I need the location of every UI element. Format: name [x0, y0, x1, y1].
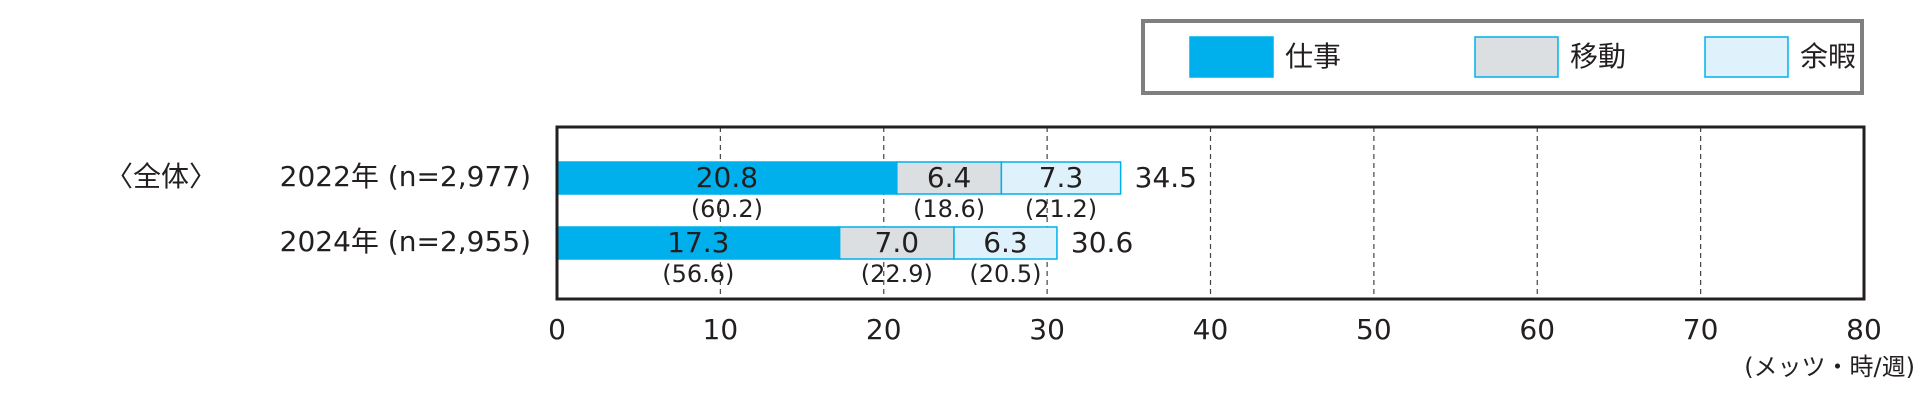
share-label: (18.6) [913, 195, 985, 223]
legend-label: 仕事 [1285, 40, 1341, 73]
x-tick-label: 10 [703, 313, 739, 346]
share-label: (56.6) [662, 260, 734, 288]
y-tick-label: 2022年 (n=2,977) [280, 160, 531, 193]
y-tick-label: 2024年 (n=2,955) [280, 225, 531, 258]
share-label: (20.5) [969, 260, 1041, 288]
plot-frame [555, 125, 1866, 301]
x-tick-label: 50 [1356, 313, 1392, 346]
x-tick-label: 20 [866, 313, 902, 346]
total-label: 34.5 [1135, 161, 1197, 194]
value-label: 20.8 [696, 161, 758, 194]
value-label: 6.4 [927, 161, 972, 194]
total-label: 30.6 [1071, 226, 1133, 259]
bar-segment [953, 226, 1058, 260]
legend-swatch [1704, 36, 1789, 78]
share-label: (60.2) [691, 195, 763, 223]
x-tick-label: 80 [1846, 313, 1882, 346]
legend-label: 移動 [1570, 40, 1626, 73]
group-label: 〈全体〉 [105, 160, 217, 193]
share-label: (22.9) [861, 260, 933, 288]
x-tick-label: 30 [1029, 313, 1065, 346]
legend-swatch [1474, 36, 1559, 78]
bar-segment [1000, 161, 1122, 195]
value-label: 6.3 [983, 226, 1028, 259]
legend-label: 余暇 [1800, 40, 1856, 73]
legend-swatch [1189, 36, 1274, 78]
x-axis-label: (メッツ・時/週) [1744, 353, 1915, 381]
x-tick-label: 70 [1683, 313, 1719, 346]
bar-segment [838, 226, 955, 260]
value-label: 7.0 [875, 226, 920, 259]
x-tick-label: 40 [1193, 313, 1229, 346]
x-tick-label: 60 [1519, 313, 1555, 346]
x-tick-label: 0 [548, 313, 566, 346]
share-label: (21.2) [1025, 195, 1097, 223]
bar-segment [556, 226, 841, 260]
value-label: 17.3 [667, 226, 729, 259]
value-label: 7.3 [1039, 161, 1084, 194]
